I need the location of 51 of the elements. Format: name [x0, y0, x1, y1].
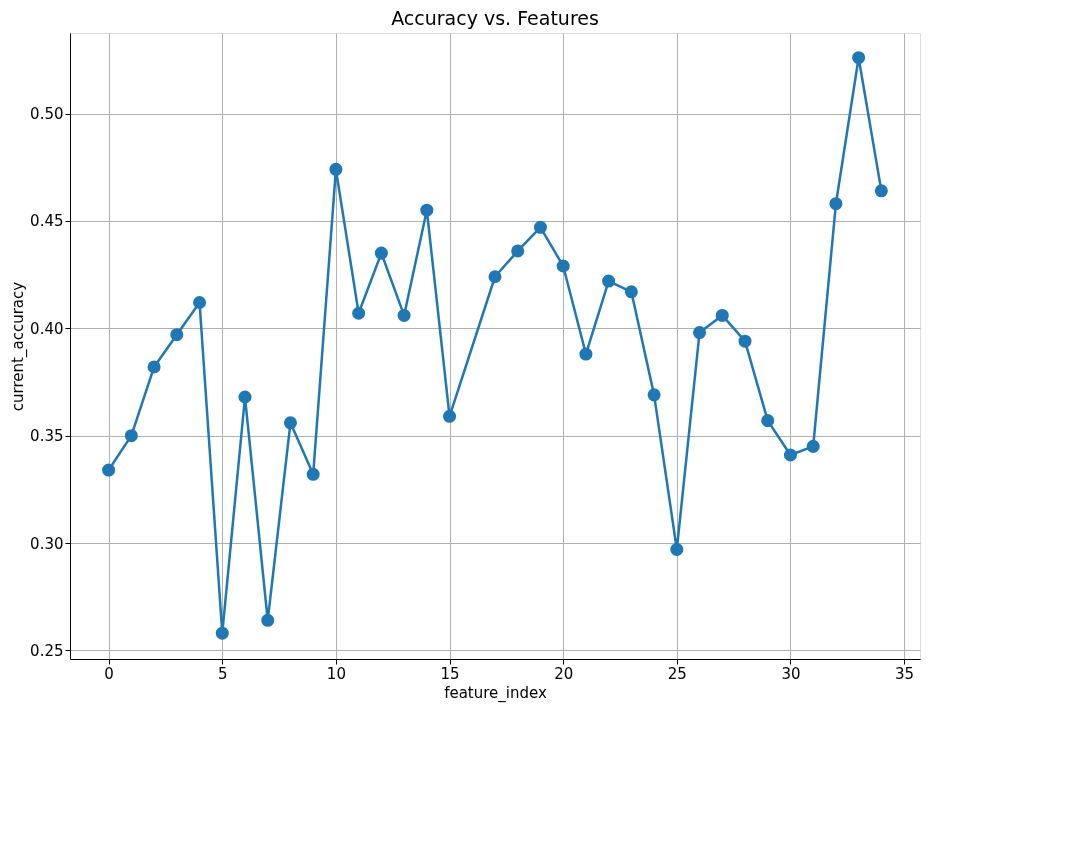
point [806, 439, 820, 453]
x-tick-label: 5 [218, 664, 228, 683]
y-tick-label: 0.40 [30, 319, 64, 338]
x-tick-label: 10 [326, 664, 346, 683]
y-tick-label: 0.30 [30, 534, 64, 553]
point [193, 296, 207, 310]
point [215, 626, 229, 640]
y-tick-label: 0.25 [30, 641, 64, 660]
point [443, 409, 457, 423]
chart-title: Accuracy vs. Features [391, 7, 599, 29]
y-tick-label: 0.35 [30, 427, 64, 446]
point [556, 259, 570, 273]
point [874, 184, 888, 198]
point [374, 246, 388, 260]
point [738, 334, 752, 348]
x-tick-label: 0 [104, 664, 114, 683]
point [624, 285, 638, 299]
point [533, 220, 547, 234]
y-axis-title: current_accuracy [9, 281, 29, 412]
x-tick-label: 20 [554, 664, 574, 683]
point [693, 326, 707, 340]
point [670, 542, 684, 556]
point [170, 328, 184, 342]
x-tick-label: 30 [781, 664, 801, 683]
point [647, 388, 661, 402]
y-tick-label: 0.45 [30, 212, 64, 231]
point [283, 416, 297, 430]
point [397, 308, 411, 322]
x-tick-label: 35 [895, 664, 915, 683]
point [579, 347, 593, 361]
point [852, 51, 866, 65]
point [783, 448, 797, 462]
x-tick-label: 25 [667, 664, 687, 683]
point [511, 244, 525, 258]
x-tick-label: 15 [440, 664, 460, 683]
point [306, 467, 320, 481]
point [488, 270, 502, 284]
point [124, 429, 138, 443]
point [352, 306, 366, 320]
point [329, 162, 343, 176]
point [602, 274, 616, 288]
point [238, 390, 252, 404]
point [420, 203, 434, 217]
point [715, 308, 729, 322]
point [147, 360, 161, 374]
x-axis-title: feature_index [444, 683, 547, 703]
point [829, 197, 843, 211]
point [102, 463, 116, 477]
y-tick-label: 0.50 [30, 105, 64, 124]
point [261, 613, 275, 627]
point [761, 414, 775, 428]
